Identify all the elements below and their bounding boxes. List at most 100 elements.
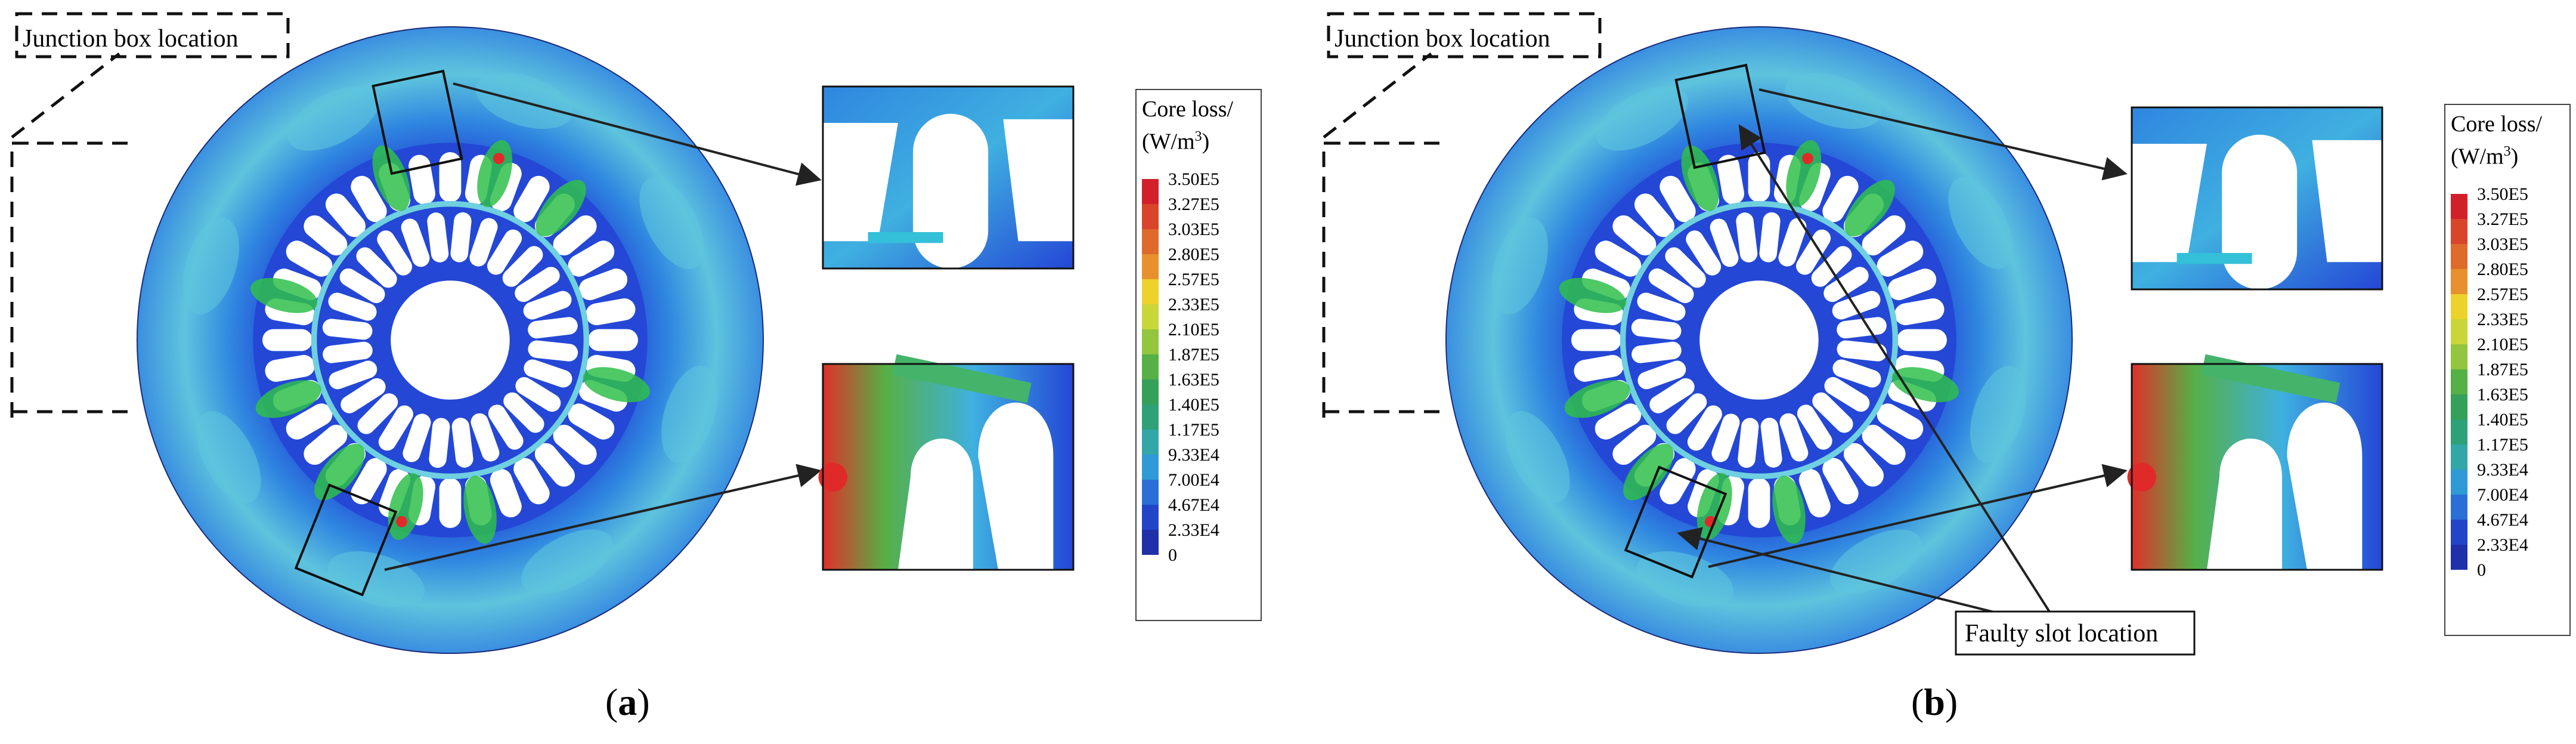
rotor-slot [528, 340, 578, 362]
inset-frame [822, 363, 1075, 571]
inset-top [822, 85, 1075, 270]
hot-spot [463, 476, 497, 544]
hot-peak [1802, 153, 1813, 165]
slot-shape [2287, 402, 2363, 570]
stator-slot [513, 175, 550, 223]
stator-slot [578, 268, 628, 301]
colorbar-swatch [1142, 505, 1159, 530]
panel-b: 3.50E5 3.27E5 3.03E5 2.80E5 2.57E5 2.33E5 2.10… [1322, 12, 2571, 656]
colorbar-swatch [2451, 194, 2467, 219]
hot-spot [1623, 443, 1674, 501]
inset-frame [822, 85, 1075, 270]
colorbar-swatch [1142, 354, 1159, 379]
hot-spot [372, 145, 410, 211]
rotor-slot [1760, 418, 1782, 468]
rotor-slot [1779, 413, 1809, 462]
rotor-slot [523, 291, 572, 320]
rotor-slot [1738, 418, 1759, 468]
hot-spot [1772, 476, 1806, 544]
colorbar-tick-label: 3.50E5 [2477, 184, 2528, 204]
stator-slot [568, 240, 615, 277]
colorbar-tick-label: 3.03E5 [1168, 220, 1219, 239]
colorbar-tick-label: 4.67E4 [2477, 510, 2528, 530]
shaft-hole [1699, 280, 1819, 400]
hot-spot [1891, 367, 1959, 403]
flux-lobe [475, 72, 573, 129]
rotor-slot [1637, 292, 1686, 321]
colorbar-swatch [1142, 455, 1159, 480]
hot-spot [314, 443, 365, 501]
junction-box-callout: Junction box location [10, 12, 290, 418]
junction-label-box [1327, 12, 1602, 58]
stator-slot [568, 403, 615, 440]
stator-slot [286, 403, 333, 440]
stator-slot [286, 240, 333, 277]
rotor-slot [340, 378, 386, 413]
panel-label-a: (a) [605, 681, 650, 723]
flux-lobe [521, 529, 613, 594]
colorbar-tick-label: 2.33E5 [2477, 310, 2528, 329]
colorbar-swatch [2451, 545, 2467, 570]
faulty-label: Faulty slot location [1965, 620, 2158, 647]
rotor-slot [1759, 212, 1781, 263]
stator-slot [1748, 152, 1770, 202]
colorbar-swatch [1142, 379, 1159, 405]
stator-slot [408, 155, 436, 205]
junction-dashed-outline [10, 141, 60, 418]
colorbar-tick-label: 1.40E5 [2477, 410, 2528, 430]
stator-slot [1748, 478, 1770, 528]
slot-shape [978, 402, 1054, 570]
zoom-box-top [1674, 63, 1766, 169]
rotor-slot [1665, 247, 1706, 288]
stator-slot [513, 458, 550, 505]
rotor-slot [1631, 341, 1682, 363]
colorbar-tick-label: 0 [1168, 545, 1177, 565]
colorbar-tick-label: 2.33E4 [1168, 520, 1219, 540]
colorbar-swatch [1142, 530, 1159, 555]
colorbar-swatch [2451, 219, 2467, 244]
flux-lobe [182, 217, 239, 315]
panel-label-b: (b) [1911, 681, 1958, 723]
colorbar-tick-label: 1.63E5 [1168, 370, 1219, 390]
leader-arrow [1738, 124, 2052, 616]
hot-peak [818, 462, 847, 492]
junction-label: Junction box location [23, 25, 239, 53]
colorbar-title-line1: Core loss/ [2451, 112, 2543, 137]
colorbar-swatch [1142, 204, 1159, 229]
colorbar-title-line2: (W/m3) [2451, 144, 2519, 169]
colorbar-swatch [2451, 244, 2467, 269]
rotor-slot [1832, 359, 1881, 388]
hot-spot [1559, 277, 1627, 313]
stator-slot [1574, 354, 1624, 382]
zoom-box-bottom [1624, 465, 1727, 579]
colorbar-swatch [1142, 279, 1159, 304]
stator-outline [1445, 26, 2073, 654]
colorbar-swatch [2451, 344, 2467, 369]
flux-lobe [661, 365, 718, 463]
stator-slot [1887, 268, 1937, 301]
rotor-slot [488, 405, 524, 450]
stator-slot [1634, 193, 1675, 237]
colorbar-swatch [2451, 470, 2467, 495]
air-gap [311, 200, 590, 480]
stator-slot [1798, 468, 1831, 518]
faulty-label-box [1955, 610, 2196, 656]
rotor-slot [402, 413, 431, 462]
slot-shape [1003, 119, 1073, 242]
stator-slot [1862, 424, 1906, 465]
stator-slot [1717, 155, 1745, 205]
stator-slot [1862, 215, 1906, 256]
rotor-slot [378, 405, 413, 451]
leader-arrow [453, 82, 822, 186]
colorbar-tick-label: 2.10E5 [2477, 335, 2528, 354]
stator-slot [304, 215, 348, 256]
rotor-slot [1778, 218, 1807, 267]
colorbar-tick-label: 2.57E5 [1168, 270, 1219, 289]
rotor-slot [427, 212, 449, 263]
stator-slot [351, 175, 387, 223]
hot-peak [396, 515, 407, 527]
inset-frame [2131, 106, 2383, 291]
rotor-slot [1631, 319, 1682, 340]
hot-peak [493, 153, 504, 165]
flux-lobe [1505, 411, 1570, 503]
